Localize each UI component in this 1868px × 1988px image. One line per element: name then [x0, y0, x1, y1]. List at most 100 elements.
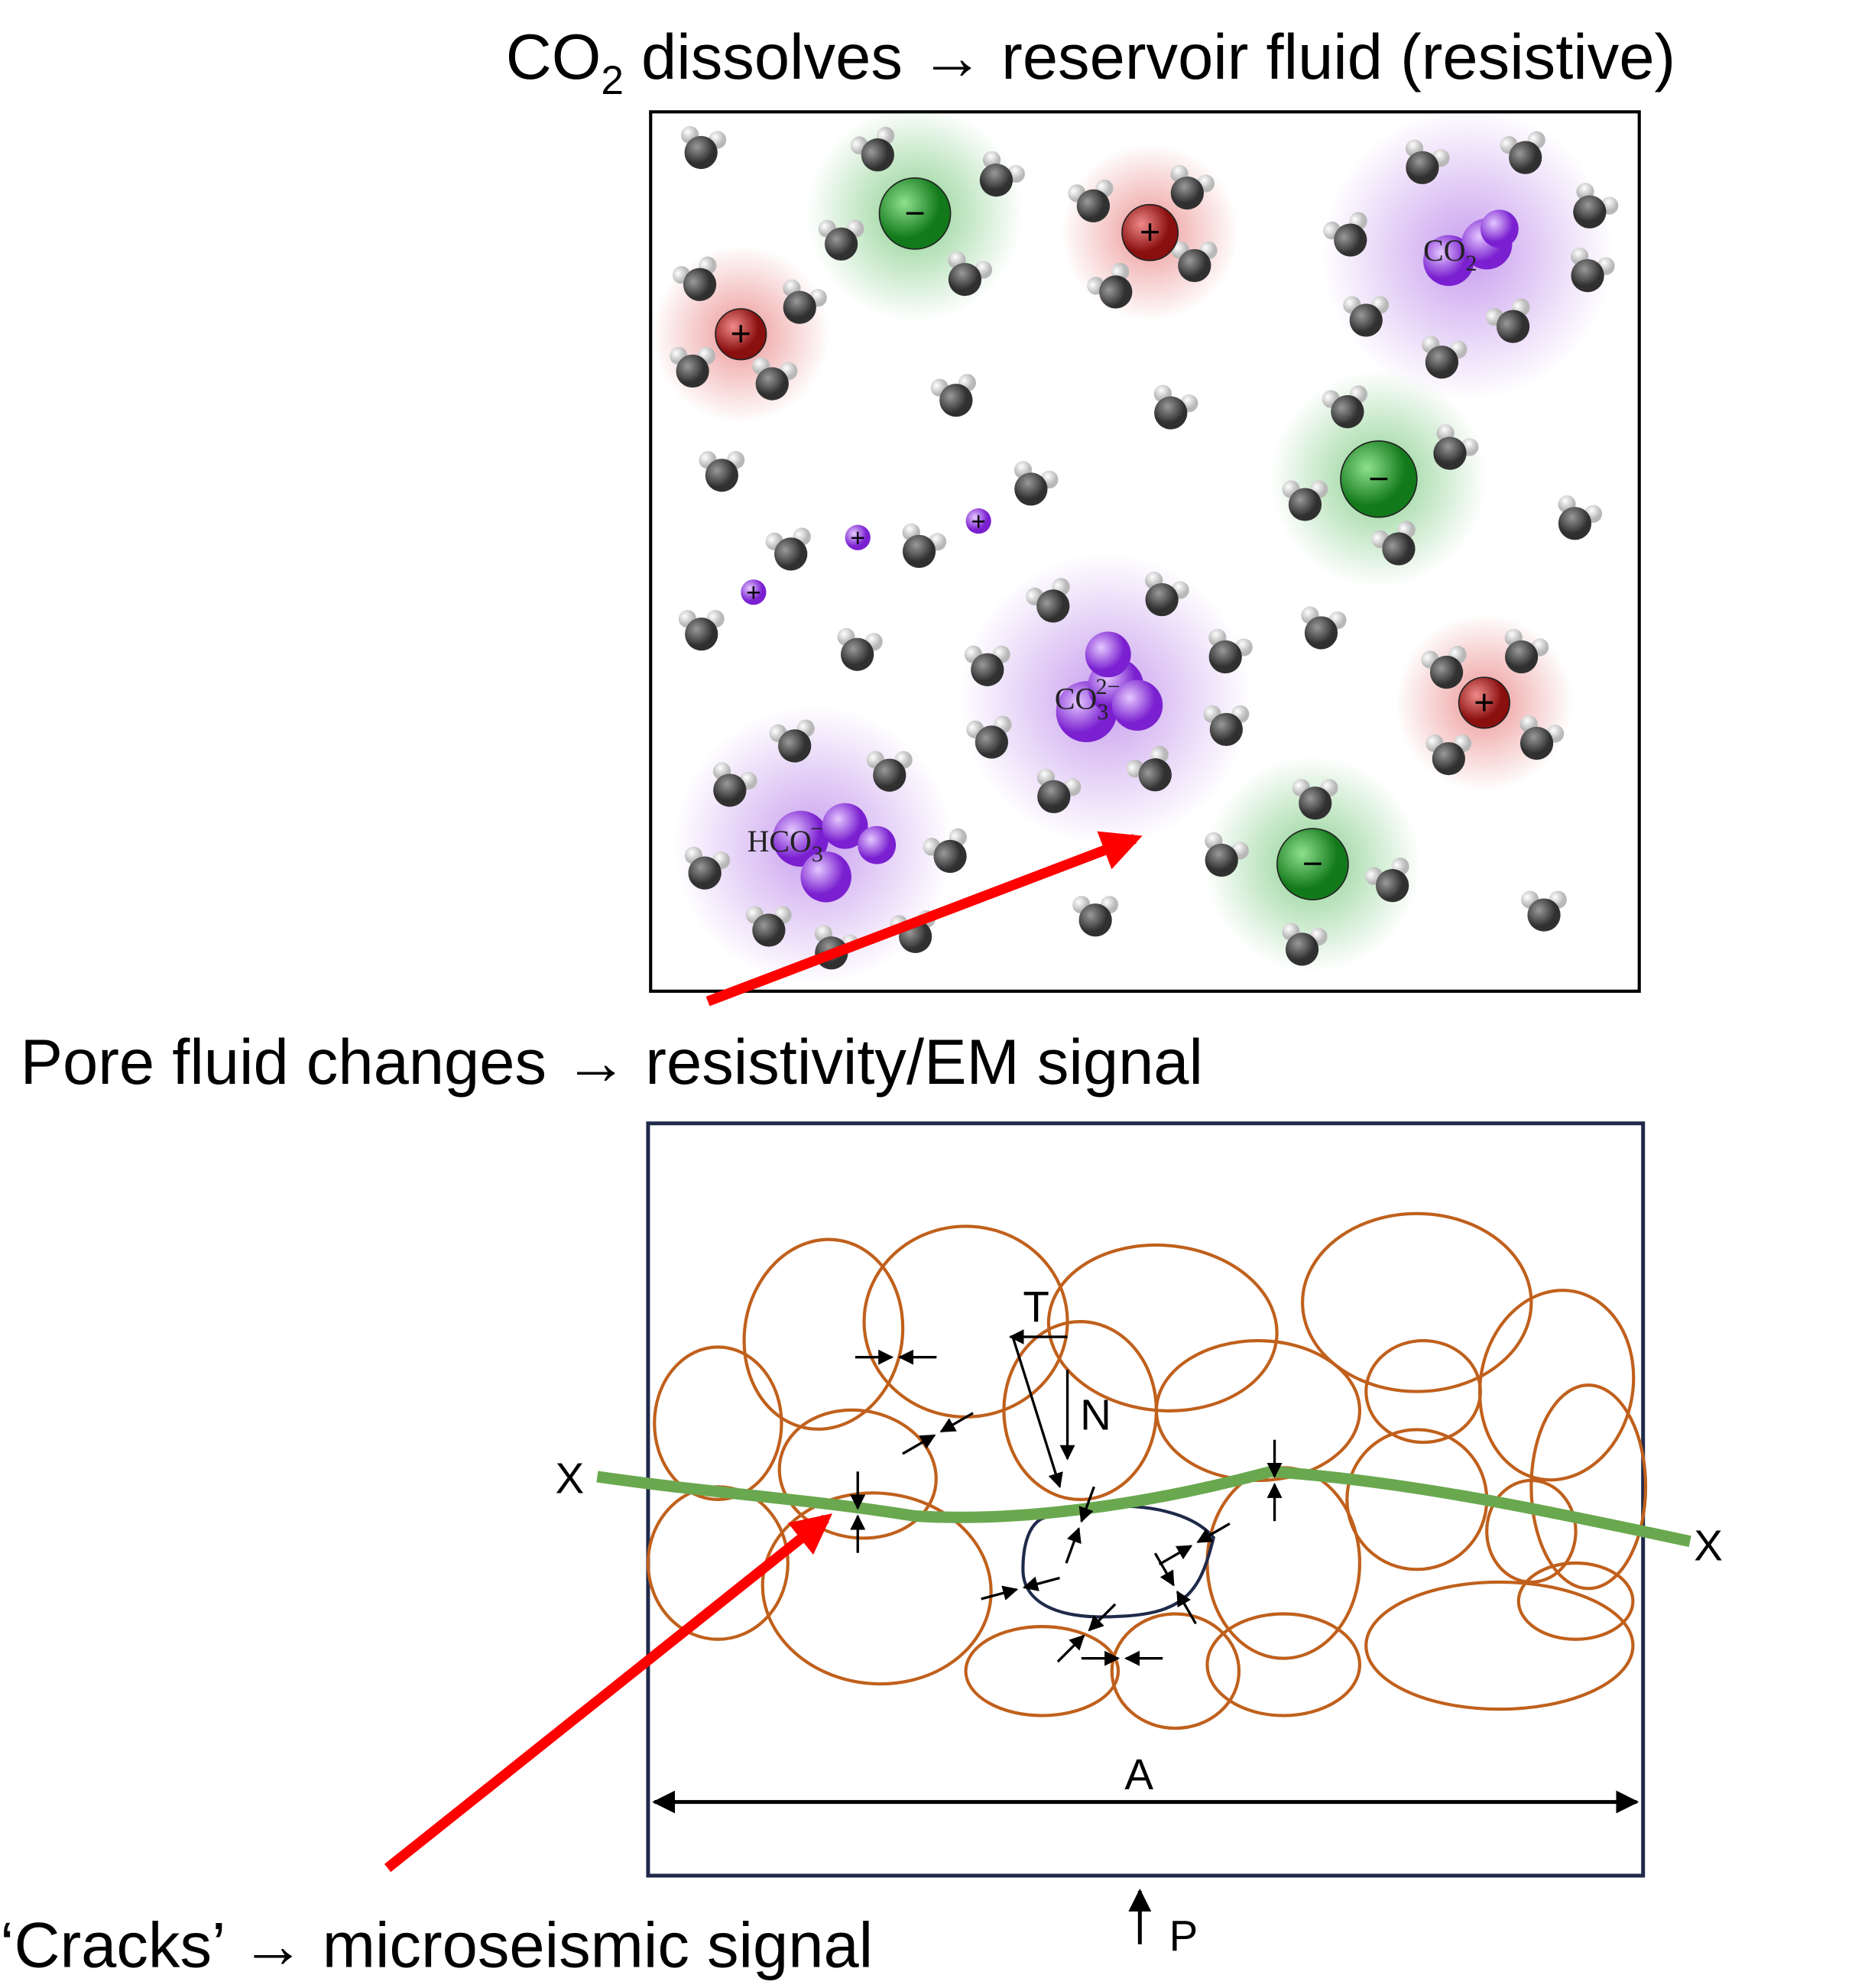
ion-charge: +	[1474, 682, 1494, 722]
water-molecule	[964, 645, 1010, 686]
oxygen	[1429, 655, 1464, 689]
force-arrow	[1065, 1526, 1082, 1564]
water-molecule	[1558, 495, 1603, 540]
oxygen	[1406, 151, 1439, 184]
small-cation	[965, 508, 991, 534]
grain	[1002, 1320, 1159, 1501]
oxygen	[1432, 741, 1465, 776]
molecule-atom	[822, 803, 868, 849]
water-molecule	[1500, 131, 1545, 174]
oxygen	[752, 913, 786, 947]
force-arrow	[1088, 1603, 1117, 1632]
water-molecule	[1365, 858, 1409, 903]
ion-charge: −	[1368, 459, 1389, 498]
molecule-atom	[1423, 235, 1474, 287]
grain-label: P	[1169, 1912, 1198, 1960]
oxygen	[778, 729, 812, 763]
molecule-atom	[858, 825, 897, 864]
water-molecule	[1153, 384, 1198, 430]
small-cation	[845, 524, 871, 550]
grain-label: A	[1124, 1750, 1153, 1798]
oxygen	[1170, 176, 1204, 210]
oxygen	[1571, 258, 1604, 293]
grain-label: X	[1694, 1522, 1723, 1570]
molecule-atom	[1480, 209, 1519, 248]
molecule-atom	[1111, 679, 1163, 731]
water-molecule	[670, 346, 716, 388]
molecule-subscript: 2	[1466, 251, 1477, 276]
water-molecule	[1571, 247, 1615, 293]
grain	[1205, 1612, 1362, 1717]
grain-label: T	[1023, 1283, 1049, 1331]
molecule-superscript: −	[810, 816, 823, 842]
water-molecule	[1521, 890, 1567, 932]
water-molecule	[745, 906, 792, 947]
ion	[715, 308, 767, 361]
grain	[760, 1491, 993, 1686]
water-molecule	[1282, 923, 1328, 966]
oxygen	[713, 773, 747, 807]
water-molecule	[712, 762, 757, 807]
water-molecule	[1171, 241, 1218, 283]
water-molecule	[1371, 521, 1416, 566]
water-molecule	[769, 719, 815, 763]
molecule-subscript: 3	[1097, 699, 1108, 725]
ion-charge: +	[851, 524, 865, 553]
oxygen	[1205, 843, 1238, 877]
water-molecule	[1405, 139, 1450, 184]
oxygen	[1331, 395, 1364, 429]
oxygen	[688, 856, 722, 890]
pointer-arrow	[705, 831, 1143, 1007]
water-molecule	[866, 751, 913, 792]
molecule-label: CO2	[1423, 233, 1477, 276]
oxygen	[975, 725, 1009, 759]
oxygen	[1138, 758, 1172, 792]
pointer-arrow	[384, 1513, 833, 1873]
top-caption: CO2 dissolves → reservoir fluid (resisti…	[506, 21, 1676, 103]
force-arrow	[1176, 1590, 1197, 1625]
grain	[964, 1625, 1120, 1717]
grain	[1529, 1383, 1648, 1591]
oxygen	[1037, 780, 1071, 813]
oxygen	[1036, 589, 1070, 623]
water-molecule	[1322, 385, 1368, 429]
water-molecule	[1343, 296, 1390, 337]
oxygen	[825, 227, 858, 261]
water-molecule	[1072, 896, 1119, 937]
water-molecule	[783, 279, 827, 324]
grain	[1301, 1211, 1533, 1393]
ion	[1121, 203, 1179, 261]
tangent-guide	[1011, 1336, 1063, 1489]
force-arrow	[1022, 1576, 1060, 1591]
water-molecule	[680, 126, 727, 170]
oxygen	[1076, 189, 1111, 222]
oxygen	[1527, 898, 1561, 932]
water-molecule	[1087, 262, 1133, 309]
oxygen	[873, 758, 906, 792]
oxygen	[783, 290, 816, 324]
oxygen	[1014, 472, 1048, 506]
water-molecule	[1036, 768, 1082, 813]
water-molecule	[966, 715, 1012, 759]
water-molecule	[1292, 779, 1338, 820]
water-molecule	[684, 846, 731, 890]
oxygen	[1288, 488, 1322, 521]
force-arrow	[902, 1434, 936, 1455]
grain	[742, 1237, 905, 1431]
water-molecule	[837, 628, 883, 671]
oxygen	[939, 384, 973, 417]
molecule-main: CO	[1055, 682, 1097, 716]
caption-part: CO	[506, 21, 602, 92]
force-arrow	[939, 1412, 974, 1433]
water-molecule	[1422, 336, 1467, 379]
oxygen	[1573, 195, 1607, 229]
water-molecule	[1425, 735, 1472, 776]
water-molecule	[1421, 646, 1467, 689]
oxygen	[1509, 141, 1542, 174]
ion-charge: +	[971, 508, 985, 536]
ion	[1458, 676, 1510, 729]
molecule-atom	[1085, 631, 1131, 678]
